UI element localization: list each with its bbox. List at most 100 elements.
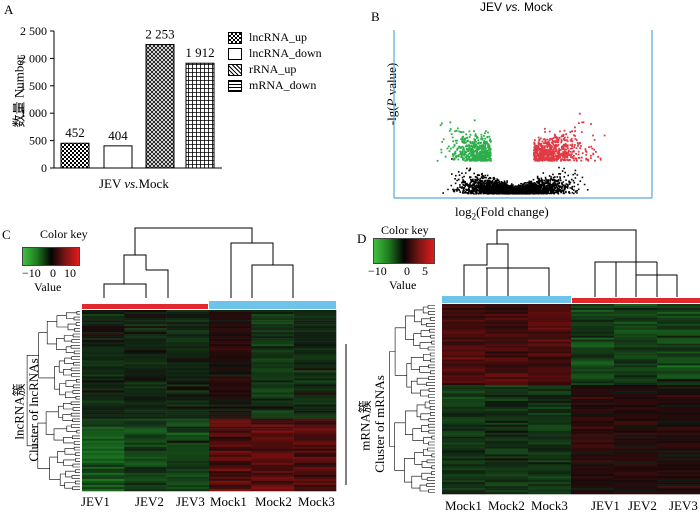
panel-c-heatmap-cell: [251, 358, 294, 361]
panel-c-heatmap-cell: [166, 456, 210, 460]
panel-c-heatmap-cell: [209, 434, 252, 437]
panel-a-xlabel-suffix: Mock: [138, 176, 169, 191]
panel-d-group-bar-mock: [442, 296, 571, 303]
panel-c-heatmap-cell: [251, 474, 294, 478]
panel-d-heatmap-cell: [442, 325, 486, 329]
panel-d-heatmap-cell: [485, 333, 529, 336]
panel-c-heatmap-cell: [293, 468, 337, 472]
panel-c-heatmap-cell: [251, 487, 294, 490]
panel-d-heatmap-cell: [485, 474, 529, 477]
panel-d-heatmap-cell: [614, 345, 658, 348]
panel-c-heatmap-cell: [166, 410, 210, 413]
panel-d-heatmap-cell: [442, 306, 486, 309]
y-tick-label: 500: [29, 134, 47, 148]
panel-c-heatmap-cell: [166, 322, 210, 325]
panel-d-heatmap-cell: [528, 470, 572, 473]
panel-c-heatmap-cell: [124, 356, 167, 359]
panel-d-heatmap-cell: [571, 313, 615, 317]
panel-c-heatmap-cell: [166, 328, 210, 331]
panel-d-heatmap-cell: [614, 329, 658, 332]
panel-d-heatmap-cell: [657, 444, 700, 447]
panel-d-heatmap-cell: [657, 452, 700, 455]
panel-d-heatmap-cell: [614, 466, 658, 469]
panel-d-heatmap-cell: [442, 387, 486, 390]
panel-d-heatmap-cell: [528, 430, 572, 433]
panel-c-heatmap-cell: [82, 434, 125, 437]
panel-c-heatmap-cell: [209, 416, 252, 419]
panel-d-heatmap-cell: [614, 363, 658, 366]
panel-d-heatmap-cell: [614, 337, 658, 340]
column-label: JEV1: [81, 494, 110, 509]
panel-d-heatmap-cell: [657, 379, 700, 382]
panel-c-heatmap-cell: [251, 398, 294, 401]
panel-d-heatmap-cell: [528, 434, 572, 437]
panel-c-heatmap-cell: [82, 318, 125, 321]
panel-c-heatmap-cell: [82, 485, 125, 488]
panel-c-heatmap-cell: [82, 378, 125, 381]
panel-d-heatmap-cell: [571, 399, 615, 402]
bar-value-label: 1 912: [185, 45, 214, 60]
panel-d-heatmap-cell: [442, 432, 486, 435]
panel-c-heatmap-cell: [209, 352, 252, 355]
panel-d-heatmap-cell: [571, 304, 615, 307]
panel-c-heatmap-cell: [209, 374, 252, 377]
panel-d-heatmap-cell: [657, 482, 700, 485]
panel-d-heatmap-cell: [528, 389, 572, 392]
panel-d-heatmap-cell: [614, 460, 658, 463]
panel-c-heatmap-cell: [251, 456, 294, 460]
panel-d-heatmap-cell: [657, 397, 700, 400]
panel-c-value-label: Value: [34, 280, 62, 294]
panel-d-heatmap-cell: [528, 406, 572, 410]
key-tick: 0: [50, 266, 56, 280]
panel-d-heatmap-cell: [571, 424, 615, 427]
panel-d-heatmap-cell: [614, 309, 658, 313]
panel-c-heatmap-cell: [82, 430, 125, 433]
panel-c-heatmap-cell: [124, 322, 167, 325]
panel-c-heatmap-cell: [166, 396, 210, 399]
panel-d-heatmap-cell: [571, 408, 615, 412]
panel-d-heatmap-cell: [614, 412, 658, 416]
panel-d-heatmap-cell: [442, 408, 486, 412]
panel-c-heatmap-cell: [251, 348, 294, 351]
panel-d-heatmap-cell: [571, 478, 615, 481]
y-tick-label: 2 000: [20, 51, 47, 65]
panel-c-heatmap-cell: [251, 408, 294, 411]
panel-d-heatmap-cell: [485, 464, 529, 467]
panel-d-heatmap-cell: [614, 331, 658, 334]
panel-d-heatmap-cell: [528, 484, 572, 487]
key-tick: −10: [22, 266, 41, 280]
panel-c-heatmap-cell: [82, 470, 125, 474]
panel-d-heatmap-cell: [442, 309, 486, 313]
panel-d-heatmap-cell: [571, 361, 615, 364]
panel-c-heatmap-cell: [124, 485, 167, 488]
panel-c-heatmap-cell: [293, 394, 337, 397]
panel-c-heatmap-cell: [293, 392, 337, 395]
panel-c-heatmap-cell: [166, 480, 210, 484]
panel-c-heatmap-cell: [293, 372, 337, 375]
panel-b-xlabel-prefix: log: [455, 204, 472, 219]
panel-d-heatmap-cell: [442, 404, 486, 408]
panel-d-heatmap-cell: [614, 319, 658, 323]
panel-d-heatmap-cell: [614, 308, 658, 311]
y-tick-label: 1 000: [20, 106, 47, 120]
panel-d-heatmap-cell: [485, 345, 529, 348]
panel-d-heatmap-cell: [485, 454, 529, 457]
panel-d-heatmap-cell: [528, 375, 572, 378]
panel-c-heatmap-cell: [124, 408, 167, 411]
panel-d-heatmap-cell: [657, 428, 700, 431]
panel-c-heatmap-cell: [166, 428, 210, 431]
panel-d-heatmap-cell: [614, 404, 658, 408]
panel-d-heatmap-cell: [614, 306, 658, 309]
panel-d-heatmap-cell: [657, 373, 700, 376]
panel-c-heatmap-cell: [209, 466, 252, 470]
panel-b-title-vs: vs.: [505, 0, 521, 14]
panel-d-heatmap-cell: [485, 460, 529, 463]
panel-c-heatmap-cell: [124, 418, 167, 421]
panel-d-heatmap-cell: [485, 377, 529, 380]
panel-c-heatmap-cell: [251, 418, 294, 421]
panel-d-heatmap-cell: [571, 422, 615, 426]
panel-c-heatmap-cell: [166, 476, 210, 480]
panel-d-heatmap-cell: [442, 321, 486, 325]
panel-d-heatmap-cell: [528, 410, 572, 414]
panel-c-heatmap-cell: [82, 326, 125, 329]
